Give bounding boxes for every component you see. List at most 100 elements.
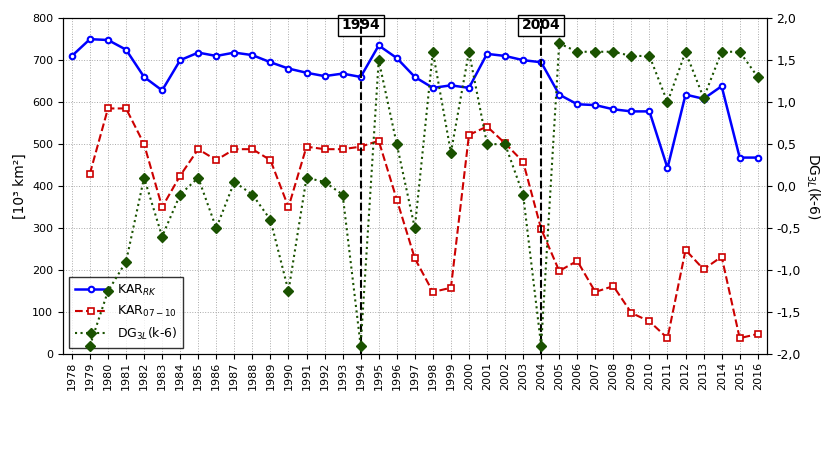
- KAR$_{07-10}$: [464, 132, 474, 138]
- KAR$_{07-10}$: [338, 147, 348, 152]
- KAR$_{07-10}$: [391, 197, 401, 202]
- KAR$_{RK}$: [663, 165, 673, 171]
- KAR$_{07-10}$: [283, 204, 293, 210]
- KAR$_{07-10}$: [374, 138, 384, 143]
- DG$_{3L}$(k-6): [230, 179, 240, 185]
- KAR$_{07-10}$: [716, 254, 727, 259]
- KAR$_{RK}$: [716, 84, 727, 89]
- KAR$_{07-10}$: [446, 285, 456, 291]
- DG$_{3L}$(k-6): [482, 142, 492, 147]
- KAR$_{RK}$: [194, 50, 204, 55]
- KAR$_{RK}$: [283, 66, 293, 71]
- KAR$_{07-10}$: [355, 144, 365, 149]
- KAR$_{07-10}$: [85, 171, 95, 176]
- KAR$_{07-10}$: [590, 289, 600, 295]
- DG$_{3L}$(k-6): [663, 99, 673, 105]
- KAR$_{RK}$: [482, 51, 492, 57]
- KAR$_{07-10}$: [410, 256, 420, 261]
- Y-axis label: DG$_{3L}$(k-6): DG$_{3L}$(k-6): [804, 153, 822, 220]
- DG$_{3L}$(k-6): [608, 49, 618, 54]
- DG$_{3L}$(k-6): [157, 234, 167, 239]
- DG$_{3L}$(k-6): [716, 49, 727, 54]
- DG$_{3L}$(k-6): [428, 49, 438, 54]
- DG$_{3L}$(k-6): [374, 58, 384, 63]
- DG$_{3L}$(k-6): [194, 175, 204, 181]
- DG$_{3L}$(k-6): [338, 192, 348, 197]
- DG$_{3L}$(k-6): [644, 53, 654, 59]
- KAR$_{RK}$: [247, 52, 257, 58]
- DG$_{3L}$(k-6): [103, 288, 113, 294]
- Line: KAR$_{07-10}$: KAR$_{07-10}$: [86, 105, 761, 341]
- DG$_{3L}$(k-6): [266, 217, 276, 222]
- KAR$_{RK}$: [590, 102, 600, 108]
- KAR$_{07-10}$: [500, 141, 510, 146]
- KAR$_{RK}$: [175, 57, 185, 63]
- DG$_{3L}$(k-6): [446, 150, 456, 155]
- KAR$_{07-10}$: [699, 266, 709, 272]
- KAR$_{RK}$: [211, 53, 221, 59]
- KAR$_{RK}$: [536, 59, 546, 65]
- KAR$_{07-10}$: [482, 124, 492, 129]
- KAR$_{RK}$: [735, 155, 745, 160]
- KAR$_{RK}$: [518, 57, 528, 63]
- DG$_{3L}$(k-6): [175, 192, 185, 197]
- KAR$_{RK}$: [644, 109, 654, 114]
- KAR$_{RK}$: [572, 102, 582, 107]
- DG$_{3L}$(k-6): [554, 41, 564, 46]
- KAR$_{RK}$: [302, 70, 312, 75]
- DG$_{3L}$(k-6): [355, 343, 365, 349]
- KAR$_{07-10}$: [536, 226, 546, 232]
- DG$_{3L}$(k-6): [302, 175, 312, 181]
- KAR$_{07-10}$: [428, 289, 438, 295]
- KAR$_{07-10}$: [554, 268, 564, 274]
- KAR$_{RK}$: [554, 92, 564, 97]
- DG$_{3L}$(k-6): [699, 95, 709, 101]
- DG$_{3L}$(k-6): [283, 288, 293, 294]
- DG$_{3L}$(k-6): [464, 49, 474, 54]
- KAR$_{07-10}$: [319, 147, 329, 152]
- KAR$_{RK}$: [608, 107, 618, 112]
- KAR$_{07-10}$: [644, 319, 654, 324]
- DG$_{3L}$(k-6): [391, 142, 401, 147]
- DG$_{3L}$(k-6): [410, 226, 420, 231]
- DG$_{3L}$(k-6): [735, 49, 745, 54]
- DG$_{3L}$(k-6): [121, 259, 131, 264]
- DG$_{3L}$(k-6): [626, 53, 636, 59]
- Text: 1994: 1994: [341, 18, 380, 32]
- Line: DG$_{3L}$(k-6): DG$_{3L}$(k-6): [86, 40, 761, 349]
- KAR$_{07-10}$: [572, 258, 582, 264]
- KAR$_{07-10}$: [175, 173, 185, 178]
- KAR$_{07-10}$: [753, 331, 763, 337]
- DG$_{3L}$(k-6): [247, 192, 257, 197]
- DG$_{3L}$(k-6): [211, 226, 221, 231]
- KAR$_{07-10}$: [680, 247, 691, 253]
- DG$_{3L}$(k-6): [518, 192, 528, 197]
- KAR$_{07-10}$: [103, 106, 113, 111]
- DG$_{3L}$(k-6): [536, 343, 546, 349]
- KAR$_{RK}$: [319, 74, 329, 79]
- DG$_{3L}$(k-6): [85, 343, 95, 349]
- KAR$_{RK}$: [157, 88, 167, 93]
- KAR$_{RK}$: [500, 53, 510, 59]
- Text: 2004: 2004: [522, 18, 561, 32]
- KAR$_{RK}$: [699, 96, 709, 102]
- KAR$_{RK}$: [67, 53, 77, 59]
- DG$_{3L}$(k-6): [680, 49, 691, 54]
- KAR$_{RK}$: [266, 59, 276, 65]
- KAR$_{RK}$: [753, 155, 763, 160]
- KAR$_{RK}$: [230, 50, 240, 55]
- KAR$_{07-10}$: [139, 142, 149, 147]
- KAR$_{07-10}$: [302, 144, 312, 149]
- KAR$_{07-10}$: [194, 147, 204, 152]
- KAR$_{07-10}$: [211, 158, 221, 163]
- KAR$_{07-10}$: [608, 283, 618, 289]
- KAR$_{RK}$: [464, 85, 474, 91]
- DG$_{3L}$(k-6): [139, 175, 149, 181]
- KAR$_{07-10}$: [518, 159, 528, 164]
- KAR$_{07-10}$: [230, 147, 240, 152]
- KAR$_{RK}$: [446, 83, 456, 88]
- KAR$_{RK}$: [103, 37, 113, 43]
- DG$_{3L}$(k-6): [500, 142, 510, 147]
- KAR$_{07-10}$: [121, 106, 131, 111]
- KAR$_{RK}$: [391, 55, 401, 61]
